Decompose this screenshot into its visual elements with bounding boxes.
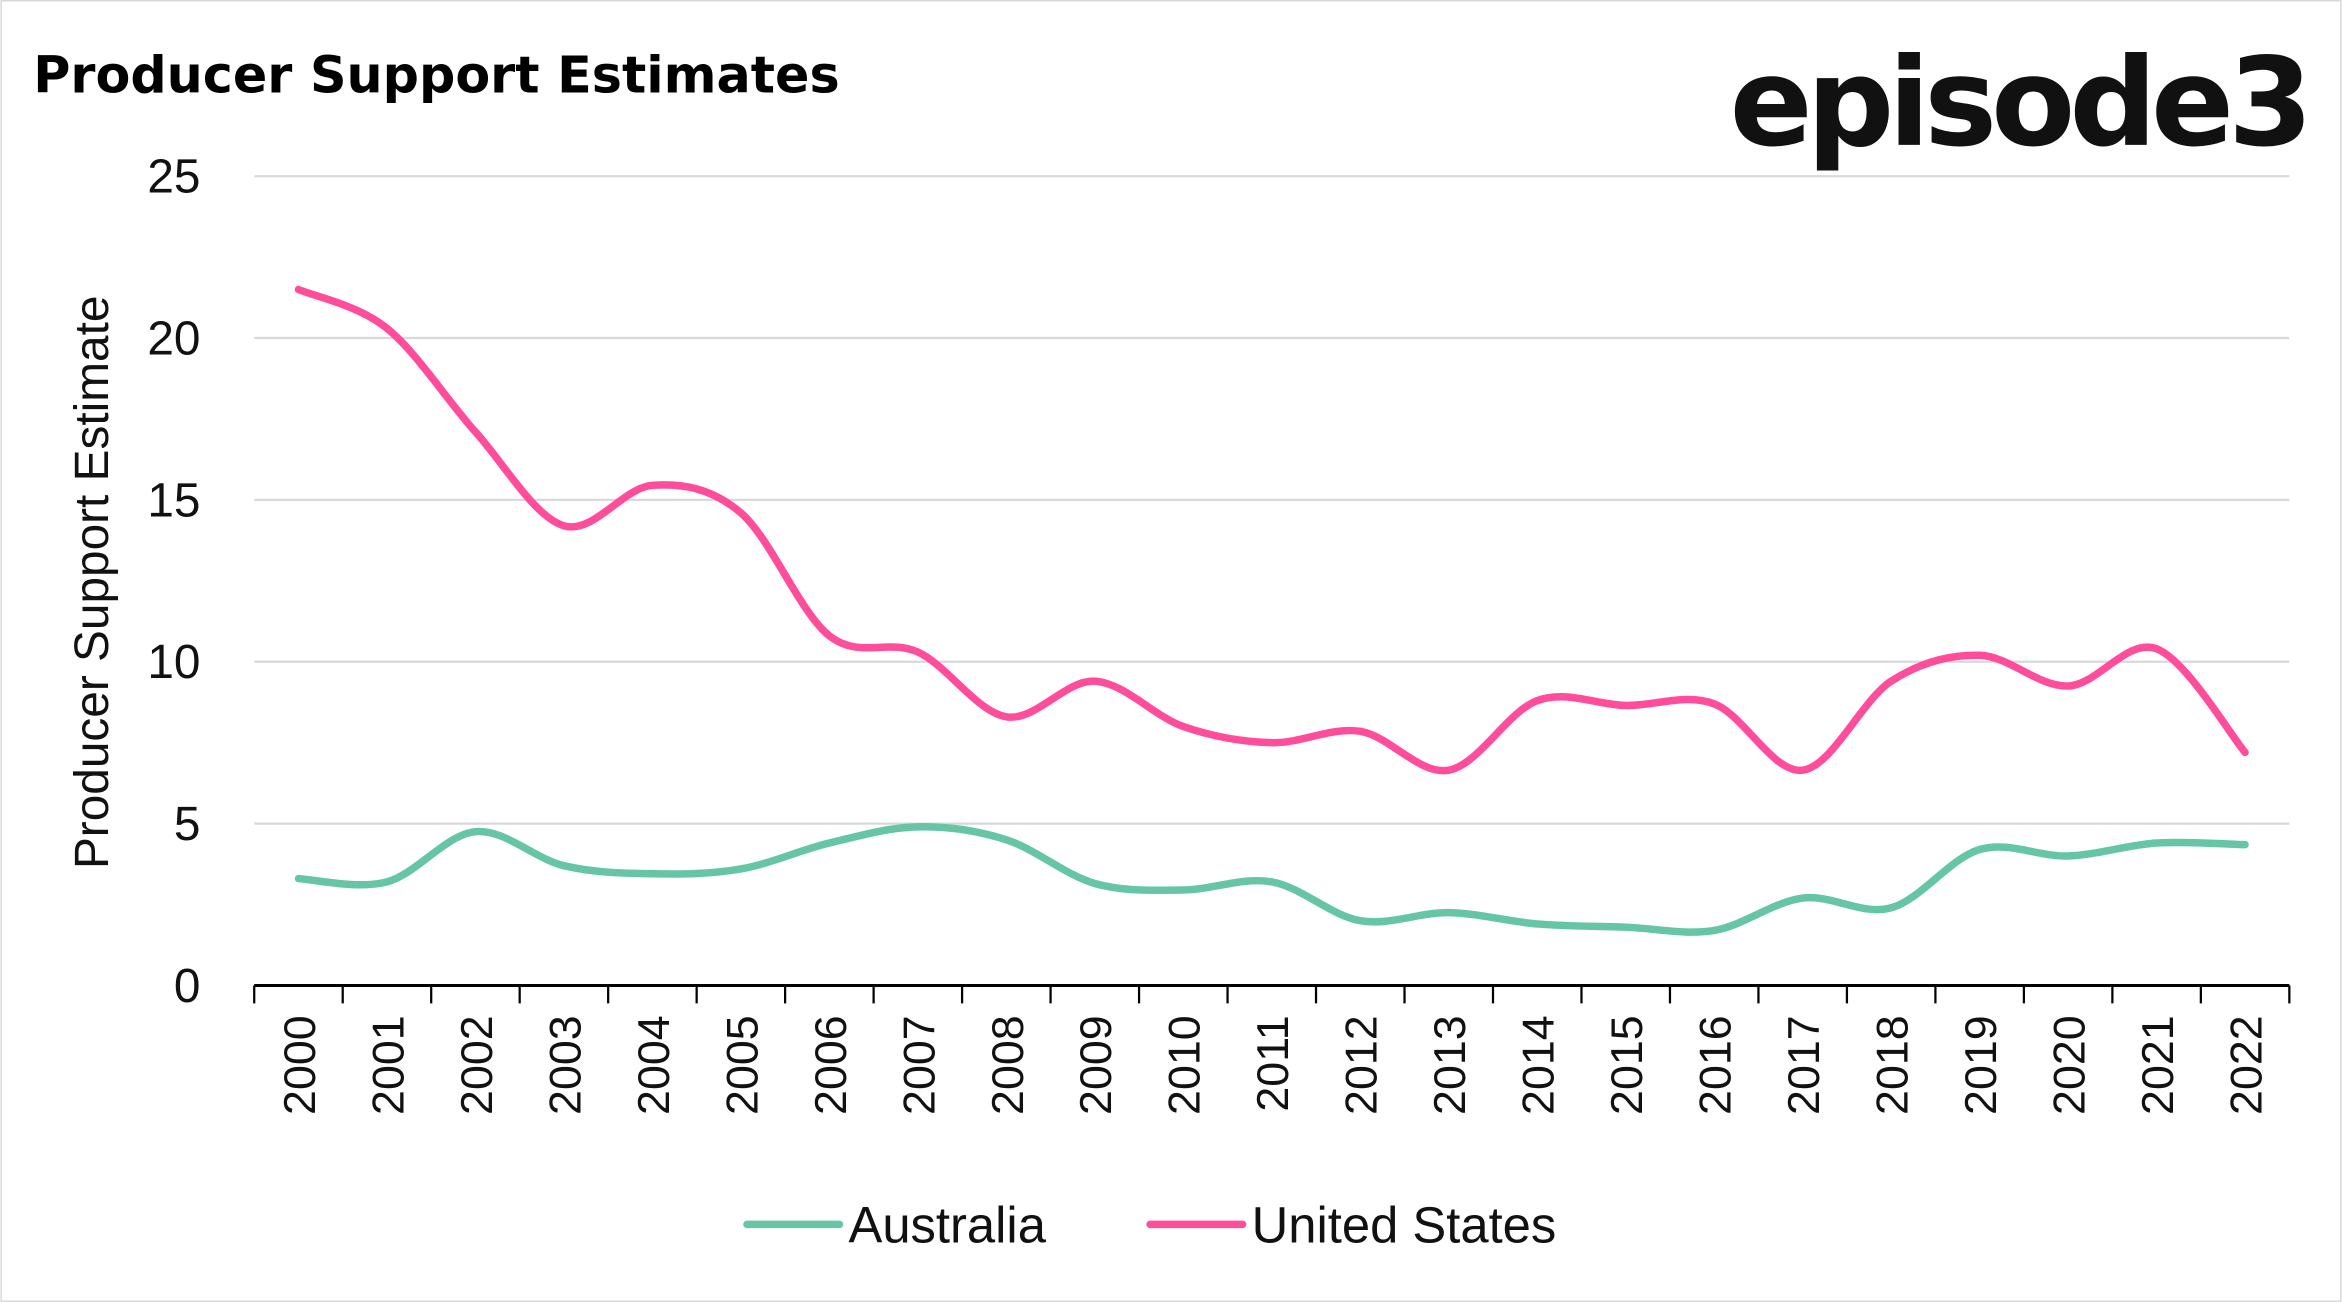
series-line-united-states — [294, 285, 2249, 775]
x-tick-label: 2022 — [2222, 1015, 2272, 1115]
x-tick-label: 2011 — [1248, 1015, 1298, 1111]
y-tick-label: 20 — [147, 312, 200, 365]
x-tick-label: 2010 — [1160, 1015, 1210, 1115]
x-tick-label: 2005 — [717, 1015, 767, 1115]
x-tick-label: 2003 — [540, 1015, 590, 1115]
x-tick-label: 2013 — [1425, 1015, 1475, 1115]
x-tick-label: 2019 — [1956, 1015, 2006, 1115]
x-tick-label: 2007 — [894, 1015, 944, 1115]
legend-label: Australia — [848, 1196, 1046, 1253]
legend-label: United States — [1252, 1196, 1557, 1253]
x-tick-label: 2000 — [275, 1015, 325, 1115]
legend: Australia United States — [743, 1196, 1557, 1253]
x-tick-label: 2018 — [1868, 1015, 1918, 1115]
y-tick-label: 0 — [174, 960, 201, 1013]
x-tick-label: 2002 — [452, 1015, 502, 1115]
y-tick-label: 15 — [147, 474, 200, 527]
y-tick-label: 10 — [147, 636, 200, 689]
x-tick-label: 2021 — [2133, 1015, 2183, 1115]
y-tick-label: 5 — [174, 798, 201, 851]
episode3-logo: episode3 — [1730, 31, 2308, 174]
x-tick-label: 2009 — [1071, 1015, 1121, 1115]
x-tick-label: 2016 — [1691, 1015, 1741, 1115]
x-tick-label: 2004 — [629, 1015, 679, 1115]
x-tick-label: 2001 — [363, 1015, 413, 1115]
x-tick-label: 2012 — [1337, 1015, 1387, 1115]
x-tick-label: 2020 — [2045, 1015, 2095, 1115]
x-tick-label: 2006 — [806, 1015, 856, 1115]
x-tick-label: 2015 — [1602, 1015, 1652, 1115]
x-tick-label: 2014 — [1514, 1015, 1564, 1115]
y-axis-label: Producer Support Estimate — [66, 296, 119, 869]
series-line-australia — [294, 823, 2249, 936]
x-tick-label: 2017 — [1779, 1015, 1829, 1115]
y-tick-label: 25 — [147, 151, 200, 204]
x-tick-label: 2008 — [983, 1015, 1033, 1115]
chart-title: Producer Support Estimates — [33, 46, 839, 105]
